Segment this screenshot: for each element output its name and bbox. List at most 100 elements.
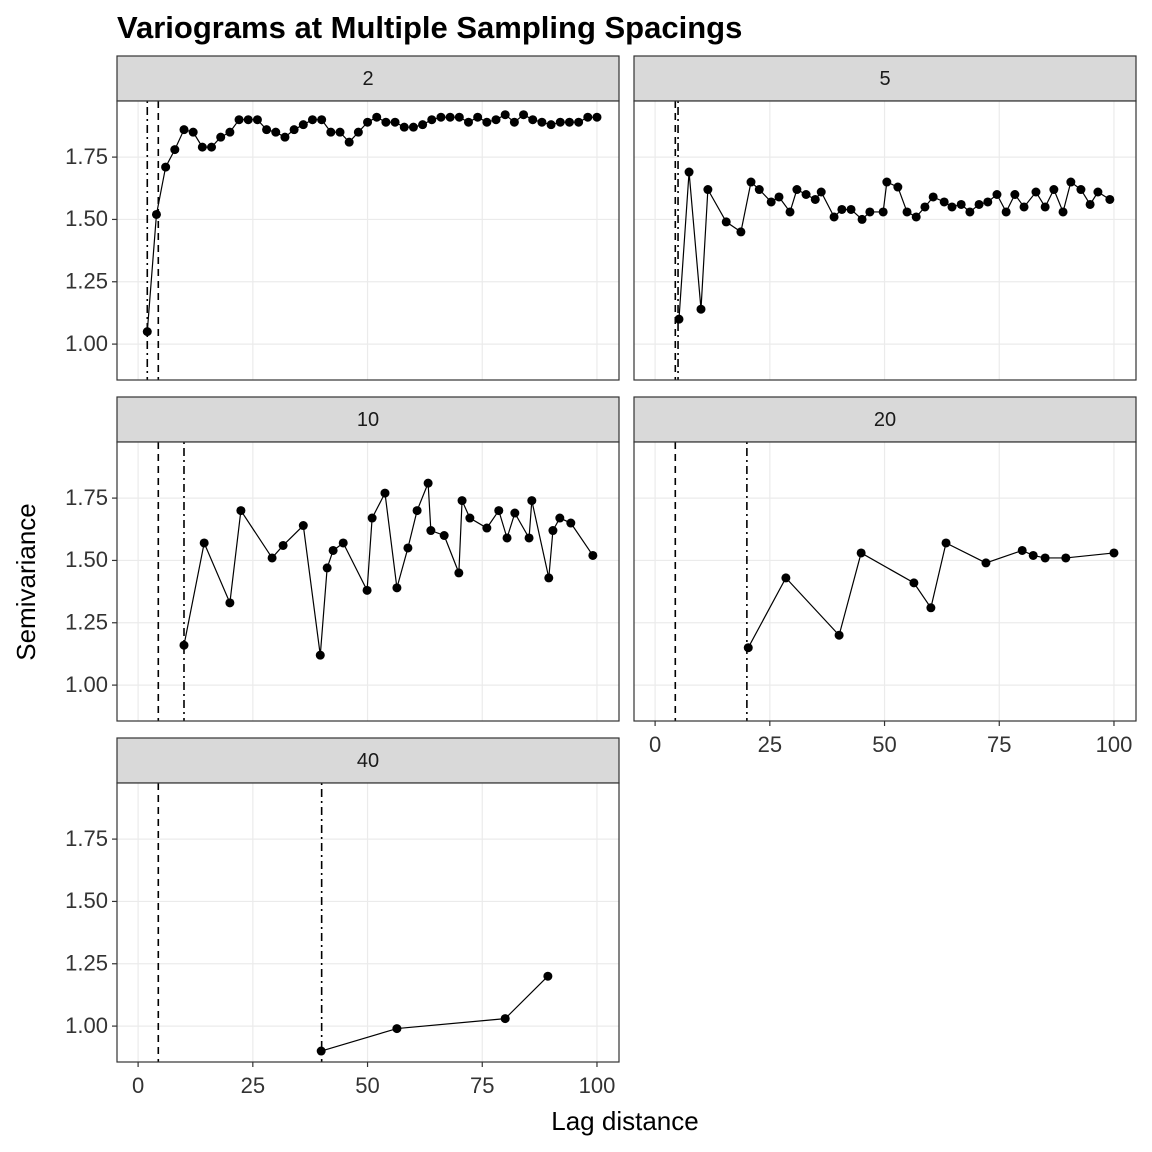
data-point <box>928 192 938 202</box>
data-point <box>696 304 706 314</box>
y-tick-label: 1.25 <box>65 610 108 635</box>
data-point <box>555 117 565 127</box>
x-tick-label: 100 <box>579 1073 616 1098</box>
y-tick-label: 1.00 <box>65 1013 108 1038</box>
data-point <box>426 526 436 536</box>
data-point <box>363 117 373 127</box>
data-point <box>236 506 246 516</box>
data-point <box>252 115 262 125</box>
data-point <box>151 209 161 219</box>
panel-border <box>633 100 1137 381</box>
data-point <box>829 212 839 222</box>
data-point <box>188 127 198 137</box>
data-point <box>878 207 888 217</box>
data-point <box>766 197 776 207</box>
strip <box>633 55 1137 102</box>
data-point <box>502 533 512 543</box>
data-point <box>1040 553 1050 563</box>
series-line <box>183 482 594 656</box>
y-tick-label: 1.50 <box>65 206 108 231</box>
data-point <box>754 185 764 195</box>
data-point <box>1105 194 1115 204</box>
data-point <box>743 643 753 653</box>
data-point <box>674 314 684 324</box>
data-point <box>941 538 951 548</box>
data-point <box>322 563 332 573</box>
strip <box>116 55 620 102</box>
data-point <box>1049 185 1059 195</box>
data-point <box>774 192 784 202</box>
data-point <box>362 585 372 595</box>
data-point <box>271 127 281 137</box>
series-line <box>678 172 1111 320</box>
data-point <box>1058 207 1068 217</box>
data-point <box>216 132 226 142</box>
data-point <box>1040 202 1050 212</box>
y-tick-label: 1.50 <box>65 888 108 913</box>
chart-title: Variograms at Multiple Sampling Spacings <box>117 10 742 45</box>
data-point <box>816 187 826 197</box>
data-point <box>1093 187 1103 197</box>
data-point <box>399 122 409 132</box>
data-point <box>528 115 538 125</box>
y-tick-label: 1.75 <box>65 826 108 851</box>
data-point <box>179 640 189 650</box>
data-point <box>170 145 180 155</box>
y-tick-label: 1.50 <box>65 547 108 572</box>
data-point <box>161 162 171 172</box>
data-point <box>510 508 520 518</box>
data-point <box>1085 199 1095 209</box>
data-point <box>1019 202 1029 212</box>
x-tick-label: 25 <box>758 732 782 757</box>
data-point <box>315 650 325 660</box>
data-point <box>225 127 235 137</box>
strip-label: 10 <box>357 409 379 431</box>
data-point <box>445 112 455 122</box>
strip-label: 2 <box>362 68 373 90</box>
data-point <box>298 521 308 531</box>
x-tick-label: 25 <box>241 1073 265 1098</box>
data-point <box>403 543 413 553</box>
data-point <box>947 202 957 212</box>
data-point <box>1061 553 1071 563</box>
data-point <box>721 217 731 227</box>
data-point <box>482 523 492 533</box>
x-axis-label: Lag distance <box>551 1106 698 1136</box>
data-point <box>574 117 584 127</box>
data-point <box>262 125 272 135</box>
data-point <box>353 127 363 137</box>
data-point <box>473 112 483 122</box>
data-point <box>524 533 534 543</box>
y-tick-label: 1.00 <box>65 331 108 356</box>
data-point <box>792 185 802 195</box>
y-tick-label: 1.25 <box>65 269 108 294</box>
panel-border <box>116 100 620 381</box>
y-tick-label: 1.75 <box>65 144 108 169</box>
data-point <box>909 578 919 588</box>
data-point <box>974 199 984 209</box>
y-tick-label: 1.00 <box>65 672 108 697</box>
data-point <box>992 189 1002 199</box>
data-point <box>810 194 820 204</box>
y-axis-label: Semivariance <box>11 503 41 661</box>
y-tick-label: 1.75 <box>65 485 108 510</box>
data-point <box>500 1014 510 1024</box>
data-point <box>965 207 975 217</box>
data-point <box>199 538 209 548</box>
data-point <box>439 530 449 540</box>
data-point <box>519 110 529 120</box>
data-point <box>902 207 912 217</box>
data-point <box>463 117 473 127</box>
data-point <box>491 115 501 125</box>
data-point <box>548 526 558 536</box>
data-point <box>408 122 418 132</box>
data-point <box>920 202 930 212</box>
x-tick-label: 0 <box>649 732 661 757</box>
data-point <box>418 120 428 130</box>
data-point <box>983 197 993 207</box>
data-point <box>939 197 949 207</box>
data-point <box>278 540 288 550</box>
data-point <box>436 112 446 122</box>
data-point <box>225 598 235 608</box>
